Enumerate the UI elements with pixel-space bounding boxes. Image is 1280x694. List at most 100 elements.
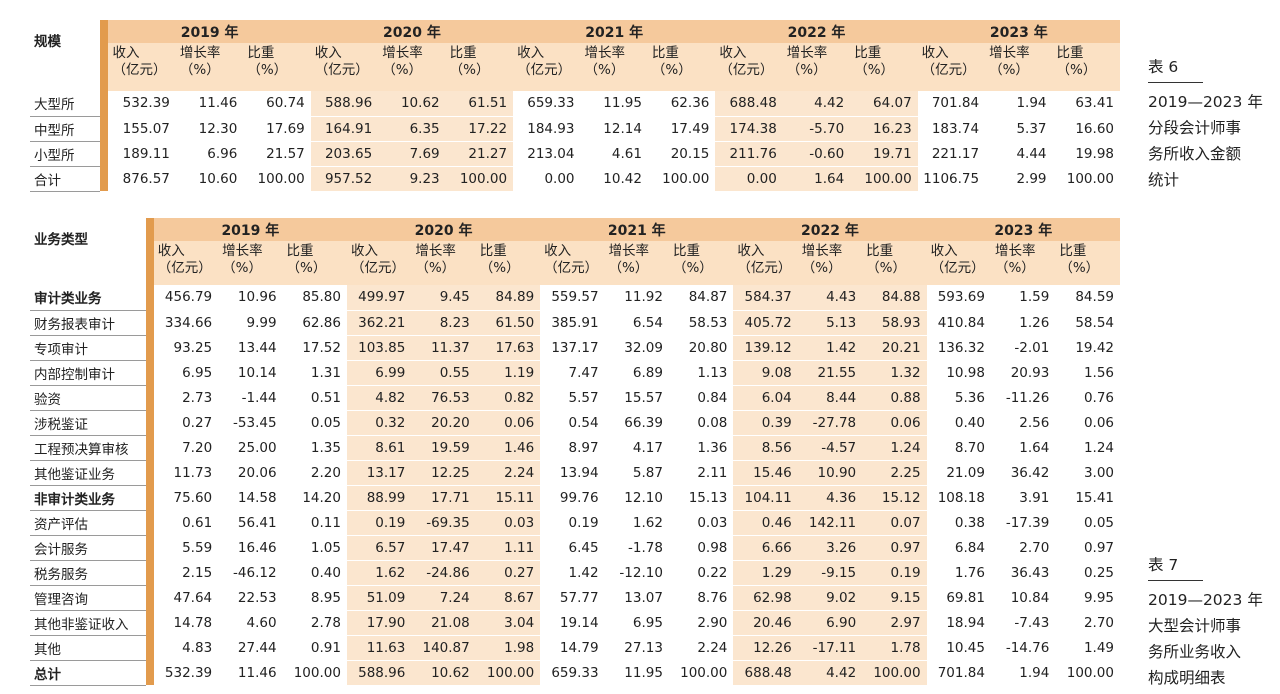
table-cell: 21.09: [926, 460, 991, 486]
column-header: 比重 （%）: [850, 43, 918, 91]
column-header: 增长率 （%）: [218, 241, 283, 285]
table-cell: 0.32: [346, 410, 412, 436]
table-cell: 385.91: [540, 310, 605, 336]
table-row: 内部控制审计 6.95 10.14 1.31 6.99 0.55 1.19 7.47 6.89 1…: [30, 360, 1120, 386]
table-6-caption-line: 统计: [1148, 171, 1180, 189]
year-header-row: 规模 2019 年 2020 年 2021 年 2022 年 2023 年: [30, 20, 1120, 191]
table-cell: -11.26: [990, 385, 1056, 411]
table-cell: 1.49: [1055, 635, 1120, 661]
table-cell: 7.20: [153, 435, 219, 461]
table-cell: 588.96: [310, 91, 379, 117]
table-cell: 3.00: [1055, 460, 1120, 486]
row-label: 涉税鉴证: [30, 410, 146, 436]
column-header: 收入 （亿元）: [917, 43, 986, 91]
table-cell: 6.95: [604, 610, 669, 636]
year-header: 2020 年: [346, 218, 541, 241]
table-cell: 17.71: [411, 485, 476, 511]
table-cell: 1.24: [1055, 435, 1120, 461]
table-cell: 0.19: [862, 560, 927, 586]
table-cell: 19.14: [540, 610, 605, 636]
column-header-title: 比重: [247, 45, 275, 61]
table-cell: 8.44: [797, 385, 863, 411]
table-cell: 203.65: [310, 141, 379, 167]
column-header: 比重 （%）: [668, 241, 734, 285]
column-header-title: 收入: [112, 45, 140, 61]
column-header-unit: （%）: [415, 260, 456, 276]
table-cell: 184.93: [513, 116, 581, 142]
table-cell: 15.41: [1055, 485, 1120, 511]
row-label: 验资: [30, 385, 146, 411]
table-cell: 27.13: [604, 635, 669, 661]
column-header: 增长率 （%）: [604, 241, 669, 285]
table-cell: 2.24: [668, 635, 734, 661]
column-header: 比重 （%）: [1052, 43, 1120, 91]
year-header: 2021 年: [540, 218, 734, 241]
table-cell: 2.20: [282, 460, 347, 486]
row-label: 资产评估: [30, 510, 146, 536]
table-cell: 2.70: [990, 535, 1056, 561]
table-row: 合计 876.57 10.60 100.00 957.52 9.23 100.00 0.00 1…: [30, 166, 1120, 192]
table-cell: 6.54: [604, 310, 669, 336]
table-cell: 17.90: [346, 610, 412, 636]
table-cell: 10.42: [580, 166, 648, 192]
table-cell: 1.24: [862, 435, 927, 461]
table-cell: 0.05: [1055, 510, 1120, 536]
column-header-unit: （%）: [179, 62, 220, 78]
table-cell: 3.26: [797, 535, 863, 561]
column-header: 增长率 （%）: [985, 43, 1053, 91]
table-cell: 0.88: [862, 385, 927, 411]
table-cell: 84.87: [668, 285, 734, 311]
row-label: 工程预决算审核: [30, 435, 146, 461]
table-cell: 2.56: [990, 410, 1056, 436]
table-cell: 876.57: [108, 166, 176, 192]
table-cell: 36.43: [990, 560, 1056, 586]
table-cell: 0.06: [1055, 410, 1120, 436]
row-label: 会计服务: [30, 535, 146, 561]
table-cell: 15.11: [475, 485, 541, 511]
table-cell: 13.94: [540, 460, 605, 486]
table-cell: -4.57: [797, 435, 863, 461]
table-cell: 12.14: [580, 116, 648, 142]
table-cell: 8.56: [733, 435, 798, 461]
table-cell: 100.00: [647, 166, 716, 192]
table-cell: 20.20: [411, 410, 476, 436]
row-label: 审计类业务: [30, 285, 146, 311]
table-cell: 20.21: [862, 335, 927, 361]
table-cell: 100.00: [1055, 660, 1120, 686]
table-row: 资产评估 0.61 56.41 0.11 0.19 -69.35 0.03 0.19 1.62 0…: [30, 510, 1120, 536]
table-cell: 659.33: [540, 660, 605, 686]
table-cell: 11.73: [153, 460, 219, 486]
table-cell: 1.56: [1055, 360, 1120, 386]
table-cell: -17.11: [797, 635, 863, 661]
table-cell: 0.51: [282, 385, 347, 411]
column-header: 增长率 （%）: [990, 241, 1056, 285]
table-cell: 688.48: [715, 91, 783, 117]
table-cell: -17.39: [990, 510, 1056, 536]
row-label: 其他非鉴证收入: [30, 610, 146, 636]
column-header-title: 收入: [314, 45, 342, 61]
table-cell: 47.64: [153, 585, 219, 611]
table-cell: 8.67: [475, 585, 541, 611]
table-cell: -69.35: [411, 510, 476, 536]
table-cell: 5.59: [153, 535, 219, 561]
table-cell: 108.18: [926, 485, 991, 511]
table-cell: 1.94: [990, 660, 1056, 686]
table-cell: 20.80: [668, 335, 734, 361]
table-cell: -1.78: [604, 535, 669, 561]
table-cell: 1.19: [475, 360, 541, 386]
row-label: 其他: [30, 635, 146, 661]
table-row: 专项审计 93.25 13.44 17.52 103.85 11.37 17.63 137.1…: [30, 335, 1120, 361]
table-cell: 8.97: [540, 435, 605, 461]
table-cell: 1.42: [540, 560, 605, 586]
column-header-unit: （亿元）: [930, 260, 985, 276]
column-header-title: 增长率: [786, 45, 828, 61]
column-header-unit: （%）: [247, 62, 288, 78]
table-cell: 213.04: [513, 141, 581, 167]
table-cell: 2.99: [985, 166, 1053, 192]
column-header-title: 增长率: [179, 45, 221, 61]
table-cell: 6.95: [153, 360, 219, 386]
table-cell: 1.42: [797, 335, 863, 361]
table-row: 会计服务 5.59 16.46 1.05 6.57 17.47 1.11 6.45 -1.78 0…: [30, 535, 1120, 561]
table-cell: 8.61: [346, 435, 412, 461]
table-cell: 17.63: [475, 335, 541, 361]
